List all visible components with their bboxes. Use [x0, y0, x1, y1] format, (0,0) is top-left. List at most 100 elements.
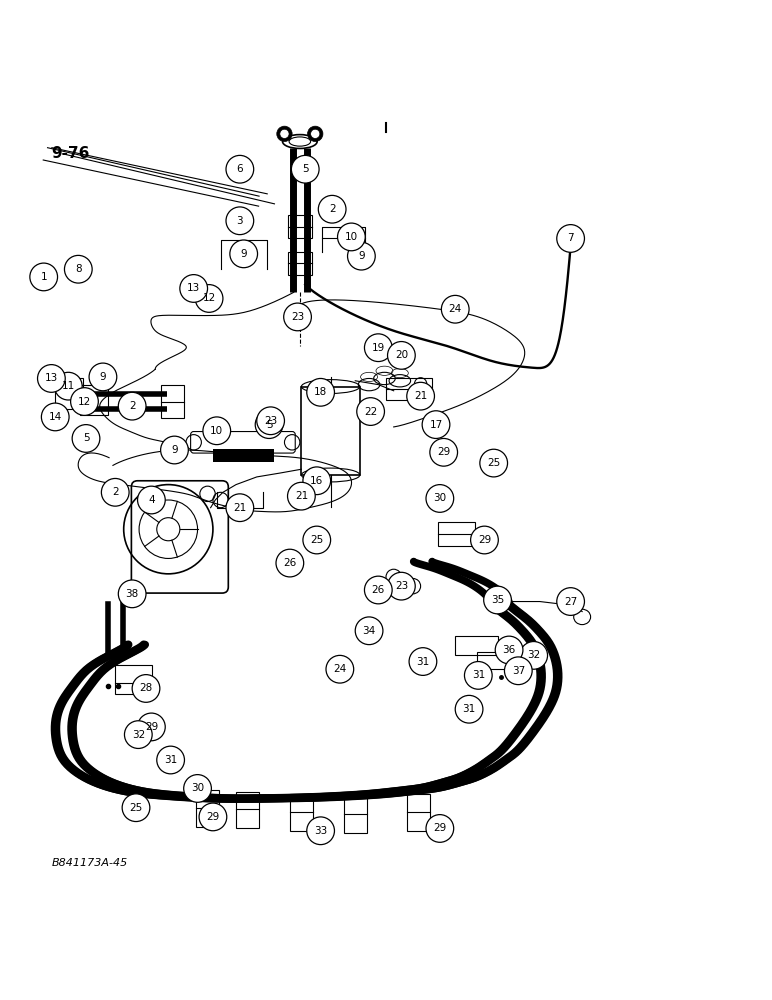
- Text: 2: 2: [129, 401, 135, 411]
- Circle shape: [124, 721, 152, 748]
- Text: 1: 1: [40, 272, 47, 282]
- Text: 5: 5: [302, 164, 309, 174]
- Circle shape: [55, 372, 82, 400]
- Text: 4: 4: [148, 495, 154, 505]
- Circle shape: [310, 129, 320, 138]
- Circle shape: [484, 586, 511, 614]
- Circle shape: [199, 803, 227, 831]
- Text: 19: 19: [371, 343, 385, 353]
- Text: 29: 29: [478, 535, 491, 545]
- Circle shape: [480, 449, 507, 477]
- Text: 17: 17: [429, 420, 442, 430]
- Circle shape: [118, 580, 146, 608]
- Text: 10: 10: [345, 232, 358, 242]
- Text: 24: 24: [334, 664, 347, 674]
- Text: 29: 29: [206, 812, 219, 822]
- Text: 26: 26: [283, 558, 296, 568]
- Text: 3: 3: [236, 216, 243, 226]
- Circle shape: [306, 817, 334, 845]
- Circle shape: [455, 695, 483, 723]
- Bar: [115, 665, 152, 694]
- Circle shape: [388, 572, 415, 600]
- Circle shape: [306, 378, 334, 406]
- Text: 22: 22: [364, 407, 378, 417]
- Bar: [196, 790, 219, 827]
- Circle shape: [137, 486, 165, 514]
- Text: 37: 37: [512, 666, 525, 676]
- Circle shape: [426, 485, 454, 512]
- Text: 35: 35: [491, 595, 504, 605]
- Text: 21: 21: [414, 391, 427, 401]
- Circle shape: [283, 303, 311, 331]
- Text: 31: 31: [472, 670, 485, 680]
- Text: 14: 14: [49, 412, 62, 422]
- Circle shape: [256, 411, 283, 438]
- Text: 38: 38: [126, 589, 139, 599]
- Text: 12: 12: [78, 397, 91, 407]
- Text: 21: 21: [233, 503, 246, 513]
- Circle shape: [38, 365, 66, 392]
- Text: 9: 9: [240, 249, 247, 259]
- Circle shape: [65, 255, 92, 283]
- Text: 29: 29: [145, 722, 158, 732]
- Circle shape: [409, 648, 437, 675]
- Circle shape: [226, 155, 254, 183]
- Circle shape: [89, 363, 117, 391]
- Circle shape: [504, 657, 532, 685]
- Text: 24: 24: [449, 304, 462, 314]
- Circle shape: [426, 815, 454, 842]
- Text: 6: 6: [236, 164, 243, 174]
- Text: 8: 8: [75, 264, 82, 274]
- Circle shape: [465, 662, 493, 689]
- Circle shape: [226, 494, 254, 522]
- Circle shape: [388, 342, 415, 369]
- Text: 10: 10: [210, 426, 223, 436]
- Text: 25: 25: [130, 803, 143, 813]
- Circle shape: [101, 478, 129, 506]
- Bar: [287, 252, 312, 275]
- Text: 25: 25: [487, 458, 500, 468]
- Circle shape: [226, 207, 254, 235]
- Bar: [455, 636, 497, 655]
- Circle shape: [161, 436, 188, 464]
- Text: 25: 25: [310, 535, 323, 545]
- Text: 9: 9: [358, 251, 364, 261]
- Text: 13: 13: [45, 373, 58, 383]
- Text: 29: 29: [433, 823, 446, 833]
- Bar: [344, 796, 367, 833]
- Circle shape: [520, 642, 547, 669]
- Circle shape: [318, 195, 346, 223]
- Circle shape: [72, 425, 100, 452]
- Circle shape: [557, 588, 584, 615]
- Circle shape: [230, 240, 258, 268]
- Bar: [477, 652, 511, 669]
- Text: 29: 29: [437, 447, 450, 457]
- Circle shape: [157, 746, 185, 774]
- Text: 11: 11: [62, 381, 75, 391]
- Circle shape: [337, 223, 365, 251]
- Bar: [80, 385, 107, 415]
- Circle shape: [70, 388, 98, 415]
- Text: 7: 7: [567, 233, 574, 243]
- Circle shape: [557, 225, 584, 252]
- Circle shape: [364, 576, 392, 604]
- Text: 21: 21: [295, 491, 308, 501]
- Text: 26: 26: [371, 585, 385, 595]
- Circle shape: [442, 295, 469, 323]
- Circle shape: [203, 417, 231, 445]
- Text: 30: 30: [191, 783, 204, 793]
- Circle shape: [118, 392, 146, 420]
- Bar: [236, 792, 259, 828]
- Circle shape: [195, 285, 223, 312]
- Text: 5: 5: [83, 433, 90, 443]
- Bar: [213, 449, 275, 462]
- Circle shape: [303, 526, 330, 554]
- Circle shape: [291, 155, 319, 183]
- Text: 32: 32: [527, 650, 540, 660]
- Circle shape: [42, 403, 69, 431]
- Text: 28: 28: [140, 683, 153, 693]
- Bar: [161, 385, 185, 418]
- Text: 32: 32: [132, 730, 145, 740]
- Text: 9: 9: [171, 445, 178, 455]
- Text: 23: 23: [394, 581, 408, 591]
